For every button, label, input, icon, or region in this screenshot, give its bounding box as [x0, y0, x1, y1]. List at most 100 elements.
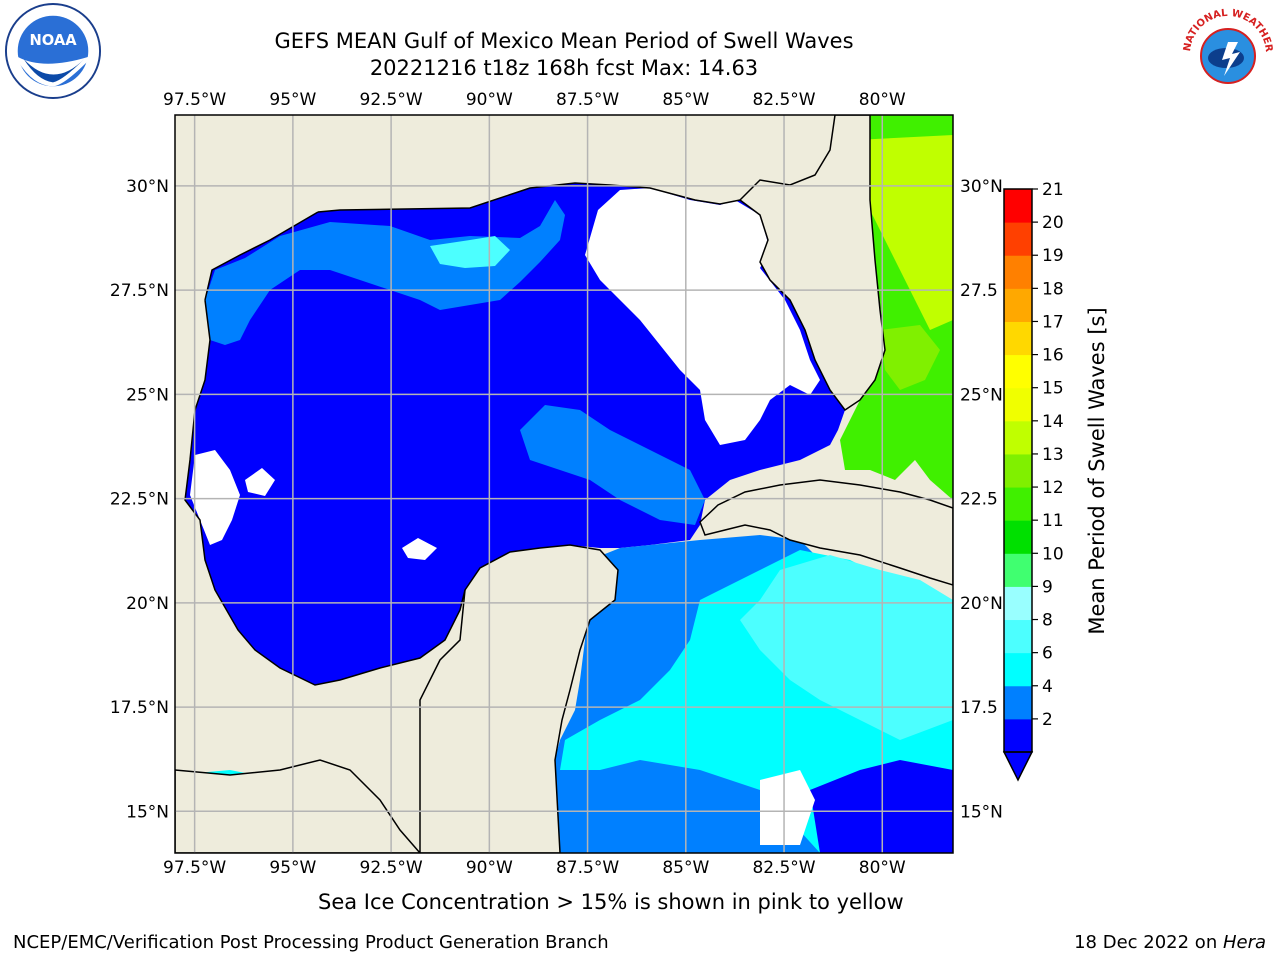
colorbar-ticks: 21 20 19 18 17 16 15 14 13 12 11 10 9 8 6 4 2: [1032, 180, 1064, 730]
lat-label-left: 15°N: [126, 802, 169, 822]
colorbar-swatch: [1004, 685, 1032, 720]
colorbar-tick-label: 8: [1042, 611, 1053, 631]
colorbar-swatch: [1004, 420, 1032, 455]
colorbar-frame: [1003, 188, 1033, 753]
lon-label-bottom: 97.5°W: [163, 858, 226, 878]
chart-title: GEFS MEAN Gulf of Mexico Mean Period of …: [274, 29, 854, 53]
gulf-shelf-north-light: [430, 236, 510, 268]
lat-label-left: 17.5°N: [110, 698, 169, 718]
colorbar-label: Mean Period of Swell Waves [s]: [1085, 307, 1109, 634]
mask-west-coast: [190, 450, 240, 545]
caribbean-west: [552, 535, 953, 853]
lon-label-bottom: 90°W: [466, 858, 513, 878]
machine-name: Hera: [1222, 932, 1266, 953]
colorbar-swatch: [1004, 189, 1032, 223]
lon-label-bottom: 87.5°W: [556, 858, 619, 878]
colorbar-swatch: [1004, 321, 1032, 356]
colorbar-swatch: [1004, 619, 1032, 654]
lat-label-left: 27.5°N: [110, 281, 169, 301]
ice-note: Sea Ice Concentration > 15% is shown in …: [318, 890, 904, 914]
lon-label-top: 90°W: [466, 90, 513, 110]
gulf-shelf-north: [205, 200, 565, 345]
noaa-logo-text: NOAA: [29, 32, 77, 49]
lon-label-top: 97.5°W: [163, 90, 226, 110]
lat-label-left: 30°N: [126, 177, 169, 197]
colorbar-tick-label: 20: [1042, 213, 1064, 233]
colorbar-swatch: [1004, 553, 1032, 587]
coastline: [184, 182, 741, 686]
colorbar-tick-label: 13: [1042, 445, 1064, 465]
lon-label-top: 92.5°W: [360, 90, 423, 110]
map-content: [175, 115, 953, 853]
lon-label-top: 82.5°W: [752, 90, 815, 110]
lat-label-right: 30°N: [960, 177, 1003, 197]
colorbar-tick-label: 17: [1042, 312, 1064, 332]
colorbar-tick-label: 9: [1042, 577, 1053, 597]
lon-labels-bottom: 97.5°W 95°W 92.5°W 90°W 87.5°W 85°W 82.5°W 80°W: [163, 858, 906, 878]
colorbar-tick-label: 4: [1042, 677, 1053, 697]
colorbar-tick-label: 15: [1042, 379, 1064, 399]
colorbar-tick-label: 18: [1042, 279, 1064, 299]
credit-text: NCEP/EMC/Verification Post Processing Pr…: [13, 932, 609, 953]
caribbean-south-blue: [810, 760, 953, 853]
lat-label-right: 27.5: [960, 281, 998, 301]
land-yucatan: [175, 544, 619, 853]
atlantic-swell: [835, 115, 953, 500]
colorbar-tick-label: 14: [1042, 412, 1064, 432]
caribbean-cyan: [560, 550, 953, 853]
lon-label-top: 87.5°W: [556, 90, 619, 110]
lat-label-right: 15°N: [960, 802, 1003, 822]
colorbar: [1002, 188, 1034, 782]
land-cuba: [699, 479, 953, 586]
atlantic-swell-light: [880, 325, 940, 390]
land-florida: [738, 115, 886, 412]
mask-cayman: [760, 770, 815, 845]
date-stamp: 18 Dec 2022 on Hera: [1074, 932, 1266, 953]
lon-label-top: 80°W: [859, 90, 906, 110]
lon-label-bottom: 80°W: [859, 858, 906, 878]
pacific-patch: [175, 770, 400, 853]
noaa-logo: NOAA: [4, 2, 102, 100]
lat-label-right: 20°N: [960, 594, 1003, 614]
lat-labels-right: 30°N 27.5 25°N 22.5 20°N 17.5 15°N: [960, 177, 1003, 822]
colorbar-tick-label: 2: [1042, 710, 1053, 730]
colorbar-tick-label: 12: [1042, 478, 1064, 498]
lat-label-left: 20°N: [126, 594, 169, 614]
date-text: 18 Dec 2022 on: [1074, 932, 1223, 953]
gulf-channel-band: [520, 405, 705, 525]
lon-label-top: 85°W: [662, 90, 709, 110]
lat-label-right: 17.5: [960, 698, 998, 718]
colorbar-swatch: [1004, 288, 1032, 322]
lon-label-bottom: 95°W: [269, 858, 316, 878]
caribbean-light-cyan: [740, 555, 953, 740]
colorbar-tick-label: 10: [1042, 544, 1064, 564]
chart-subtitle: 20221216 t18z 168h fcst Max: 14.63: [369, 56, 759, 80]
gulf-basin: [185, 183, 845, 685]
colorbar-swatch: [1004, 354, 1032, 389]
map-frame: [174, 114, 954, 854]
pacific-patch-light: [270, 785, 350, 835]
lon-labels-top: 97.5°W 95°W 92.5°W 90°W 87.5°W 85°W 82.5°W 80°W: [163, 90, 906, 110]
land-background: [175, 115, 953, 853]
mask-island-1: [245, 468, 275, 496]
lat-labels-left: 30°N 27.5°N 25°N 22.5°N 20°N 17.5°N 15°N: [110, 177, 169, 822]
colorbar-swatch: [1004, 453, 1032, 488]
lon-label-bottom: 82.5°W: [752, 858, 815, 878]
colorbar-swatch: [1004, 387, 1032, 422]
mask-bahamas: [918, 400, 953, 490]
lon-label-bottom: 85°W: [662, 858, 709, 878]
colorbar-swatch: [1004, 520, 1032, 554]
nws-logo: NATIONAL WEATHER SERVICE: [1178, 2, 1276, 100]
lon-label-bottom: 92.5°W: [360, 858, 423, 878]
lat-label-left: 25°N: [126, 385, 169, 405]
colorbar-swatch: [1004, 652, 1032, 687]
colorbar-tick-label: 11: [1042, 511, 1064, 531]
colorbar-swatch: [1004, 586, 1032, 621]
colorbar-swatch: [1004, 487, 1032, 521]
mask-island-2: [402, 538, 437, 560]
colorbar-swatch: [1004, 255, 1032, 289]
lat-label-left: 22.5°N: [110, 490, 169, 510]
mask-florida-shelf: [585, 188, 820, 445]
colorbar-swatch: [1004, 222, 1032, 256]
